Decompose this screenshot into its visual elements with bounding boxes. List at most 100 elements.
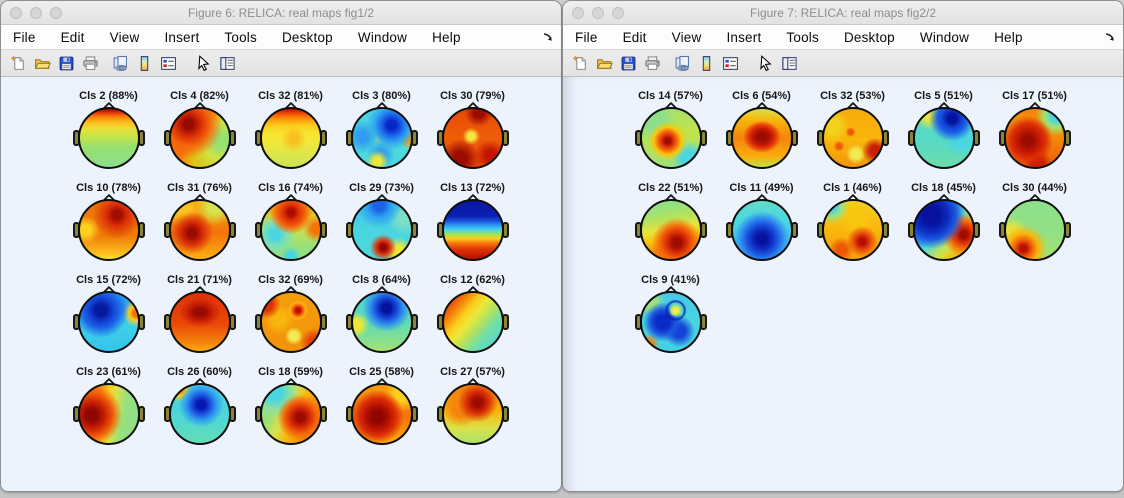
cluster-map: Cls 12 (62%)	[427, 274, 518, 366]
cluster-label: Cls 27 (57%)	[440, 366, 505, 378]
menu-window[interactable]: Window	[919, 29, 970, 45]
cluster-label: Cls 18 (45%)	[911, 182, 976, 194]
head-plot	[254, 101, 327, 174]
figure-canvas: Cls 14 (57%) Cls 6 (54%) Cls 32 (53%) Cls 5…	[563, 77, 1123, 491]
scalp-topography	[350, 383, 413, 445]
head-plot	[725, 101, 798, 174]
cluster-map: Cls 25 (58%)	[336, 366, 427, 458]
scalp-topography	[350, 107, 413, 169]
cluster-map: Cls 4 (82%)	[154, 90, 245, 182]
head-plot	[163, 377, 236, 450]
insert-colorbar-button[interactable]	[694, 52, 718, 74]
cluster-label: Cls 21 (71%)	[167, 274, 232, 286]
cluster-label: Cls 32 (69%)	[258, 274, 323, 286]
open-file-button[interactable]	[592, 52, 616, 74]
head-plot	[254, 285, 327, 358]
cluster-map: Cls 6 (54%)	[716, 90, 807, 182]
toolbar	[1, 50, 561, 77]
scalp-topography	[639, 107, 702, 169]
new-figure-button[interactable]	[6, 52, 30, 74]
insert-colorbar-button[interactable]	[132, 52, 156, 74]
open-file-button[interactable]	[30, 52, 54, 74]
link-plot-button[interactable]	[108, 52, 132, 74]
scalp-topography	[821, 107, 884, 169]
cluster-map: Cls 32 (69%)	[245, 274, 336, 366]
plot-tools-button[interactable]	[215, 52, 239, 74]
head-plot	[163, 193, 236, 266]
close-button[interactable]	[10, 6, 22, 19]
cluster-map: Cls 30 (79%)	[427, 90, 518, 182]
menu-tools[interactable]: Tools	[786, 29, 819, 45]
cluster-label: Cls 12 (62%)	[440, 274, 505, 286]
menu-overflow-icon[interactable]	[542, 30, 554, 42]
menu-view[interactable]: View	[671, 29, 702, 45]
menu-window[interactable]: Window	[357, 29, 408, 45]
cluster-map: Cls 17 (51%)	[989, 90, 1080, 182]
scalp-topography	[730, 199, 793, 261]
save-figure-button[interactable]	[54, 52, 78, 74]
head-plot	[816, 101, 889, 174]
edit-plot-button[interactable]	[191, 52, 215, 74]
cluster-map: Cls 18 (45%)	[898, 182, 989, 274]
insert-legend-button[interactable]	[718, 52, 742, 74]
title-bar[interactable]: Figure 6: RELICA: real maps fig1/2	[1, 1, 561, 25]
menu-edit[interactable]: Edit	[60, 29, 85, 45]
scalp-topography	[350, 291, 413, 353]
menu-view[interactable]: View	[109, 29, 140, 45]
scalp-topography	[168, 199, 231, 261]
cluster-label: Cls 11 (49%)	[729, 182, 794, 194]
cluster-map: Cls 31 (76%)	[154, 182, 245, 274]
menu-file[interactable]: File	[575, 29, 598, 45]
minimize-button[interactable]	[30, 6, 42, 19]
scalp-topography	[350, 199, 413, 261]
head-plot	[907, 193, 980, 266]
cluster-label: Cls 1 (46%)	[823, 182, 882, 194]
menu-insert[interactable]: Insert	[726, 29, 762, 45]
head-plot	[998, 101, 1071, 174]
cluster-map: Cls 3 (80%)	[336, 90, 427, 182]
title-bar[interactable]: Figure 7: RELICA: real maps fig2/2	[563, 1, 1123, 25]
window-title: Figure 7: RELICA: real maps fig2/2	[749, 5, 937, 20]
scalp-topography	[1003, 199, 1066, 261]
save-figure-button[interactable]	[616, 52, 640, 74]
close-button[interactable]	[572, 6, 584, 19]
cluster-label: Cls 15 (72%)	[76, 274, 141, 286]
print-figure-button[interactable]	[640, 52, 664, 74]
head-plot	[998, 193, 1071, 266]
cluster-maps-grid: Cls 14 (57%) Cls 6 (54%) Cls 32 (53%) Cls 5…	[563, 77, 1123, 366]
head-plot	[436, 285, 509, 358]
head-plot	[72, 285, 145, 358]
menu-bar: File Edit View Insert Tools Desktop Window Help	[1, 25, 561, 50]
minimize-button[interactable]	[592, 6, 604, 19]
menu-file[interactable]: File	[13, 29, 36, 45]
head-plot	[725, 193, 798, 266]
cluster-map: Cls 1 (46%)	[807, 182, 898, 274]
menu-desktop[interactable]: Desktop	[843, 29, 895, 45]
plot-tools-button[interactable]	[777, 52, 801, 74]
print-figure-button[interactable]	[78, 52, 102, 74]
maximize-button[interactable]	[50, 6, 62, 19]
menu-insert[interactable]: Insert	[164, 29, 200, 45]
head-plot	[345, 101, 418, 174]
cluster-label: Cls 30 (79%)	[440, 90, 505, 102]
cluster-label: Cls 18 (59%)	[258, 366, 323, 378]
menu-desktop[interactable]: Desktop	[281, 29, 333, 45]
head-plot	[345, 285, 418, 358]
edit-plot-button[interactable]	[753, 52, 777, 74]
head-plot	[907, 101, 980, 174]
insert-legend-button[interactable]	[156, 52, 180, 74]
cluster-map: Cls 11 (49%)	[716, 182, 807, 274]
new-figure-button[interactable]	[568, 52, 592, 74]
menu-help[interactable]: Help	[432, 29, 461, 45]
maximize-button[interactable]	[612, 6, 624, 19]
head-plot	[816, 193, 889, 266]
menu-tools[interactable]: Tools	[224, 29, 257, 45]
menu-help[interactable]: Help	[994, 29, 1023, 45]
scalp-topography	[639, 291, 702, 353]
cluster-label: Cls 3 (80%)	[352, 90, 411, 102]
menu-edit[interactable]: Edit	[622, 29, 647, 45]
cluster-map: Cls 5 (51%)	[898, 90, 989, 182]
scalp-topography	[259, 199, 322, 261]
link-plot-button[interactable]	[670, 52, 694, 74]
menu-overflow-icon[interactable]	[1104, 30, 1116, 42]
